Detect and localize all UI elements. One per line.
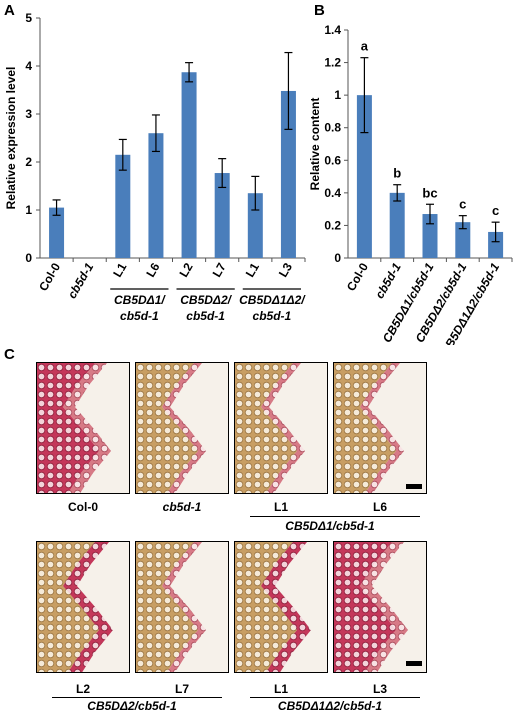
bar-b xyxy=(389,192,405,258)
y-axis-title-a: Relative expression level xyxy=(4,67,18,210)
micrograph-label-l2: L2 xyxy=(75,682,90,696)
y-tick-label-b: 0.6 xyxy=(324,153,341,167)
significance-letter-b: c xyxy=(492,203,499,218)
chart-b-content: 0 0.2 0.4 0.6 0.8 1 1.2 1.4 Relative content a Col… xyxy=(308,23,513,345)
group-line-row2a xyxy=(52,697,222,698)
micrograph-cb5d12-l1 xyxy=(234,541,328,673)
x-tick-label-a: L6 xyxy=(143,260,162,279)
micrograph-cb5d1-l1 xyxy=(234,362,328,494)
significance-letter-b: bc xyxy=(422,185,437,200)
bar-a xyxy=(115,154,131,258)
bar-a xyxy=(148,133,164,258)
micrograph-cb5d1-l6 xyxy=(333,362,427,494)
y-tick-label-b: 0.4 xyxy=(324,186,341,200)
y-tick-label-a: 5 xyxy=(25,11,32,25)
group-line-row1 xyxy=(250,516,420,517)
bar-b xyxy=(356,95,372,259)
group-label-a: cb5d-1 xyxy=(253,309,292,323)
panel-label-a: A xyxy=(4,2,15,19)
micrograph-label-col-0: Col-0 xyxy=(68,500,98,514)
panel-label-c: C xyxy=(4,346,15,363)
y-tick-label-b: 1.2 xyxy=(324,56,341,70)
x-tick-label-b: Col-0 xyxy=(344,260,371,293)
x-tick-label-a: cb5d-1 xyxy=(65,260,97,301)
significance-letter-b: b xyxy=(393,166,401,181)
y-tick-label-a: 0 xyxy=(25,251,32,265)
significance-letter-b: a xyxy=(361,39,369,54)
y-tick-label-a: 1 xyxy=(25,203,32,217)
bar-a xyxy=(49,207,65,258)
group-label-a: cb5d-1 xyxy=(186,309,225,323)
x-tick-label-a: L2 xyxy=(177,260,196,279)
x-tick-label-b: cb5d-1 xyxy=(372,260,404,301)
micrograph-label-l7: L7 xyxy=(174,682,189,696)
x-tick-label-a: L1 xyxy=(243,260,262,279)
bar-a xyxy=(181,72,197,259)
micrograph-label-cb5d-1: cb5d-1 xyxy=(162,500,202,514)
y-tick-label-b: 0 xyxy=(334,251,341,265)
micrograph-label-l6: L6 xyxy=(372,500,387,514)
micrograph-cb5d-1 xyxy=(135,362,229,494)
bar-b xyxy=(488,231,504,258)
group-label-row1: CB5DΔ1/cb5d-1 xyxy=(285,519,375,533)
group-line-row2b xyxy=(250,697,420,698)
y-tick-label-a: 3 xyxy=(25,107,32,121)
micrograph-label-l3: L3 xyxy=(372,682,387,696)
significance-letter-b: c xyxy=(459,197,466,212)
group-label-a: CB5DΔ1Δ2/ xyxy=(239,293,306,307)
x-tick-label-a: L1 xyxy=(110,260,129,279)
group-label-a: CB5DΔ2/ xyxy=(180,293,232,307)
y-tick-label-b: 1.4 xyxy=(324,23,341,37)
group-label-a: cb5d-1 xyxy=(120,309,159,323)
panel-label-b: B xyxy=(314,2,325,19)
y-tick-label-a: 4 xyxy=(25,59,32,73)
micrograph-label-l1b: L1 xyxy=(273,682,288,696)
scale-bar-row2 xyxy=(406,661,422,666)
micrograph-label-l1: L1 xyxy=(273,500,288,514)
y-tick-label-b: 0.8 xyxy=(324,121,341,135)
x-tick-label-a: L7 xyxy=(210,260,229,279)
bar-b xyxy=(455,222,471,258)
scale-bar-row1 xyxy=(406,484,422,489)
y-axis-title-b: Relative content xyxy=(308,98,322,191)
micrograph-col-0 xyxy=(36,362,130,494)
y-tick-label-a: 2 xyxy=(25,155,32,169)
group-label-row2a: CB5DΔ2/cb5d-1 xyxy=(87,699,177,713)
micrograph-cb5d12-l3 xyxy=(333,541,427,673)
y-tick-label-b: 0.2 xyxy=(324,218,341,232)
bar-a xyxy=(214,173,230,258)
group-label-row2b: CB5DΔ1Δ2/cb5d-1 xyxy=(277,699,383,713)
group-label-a: CB5DΔ1/ xyxy=(114,293,166,307)
x-tick-label-a: L3 xyxy=(276,260,295,279)
micrograph-cb5d2-l7 xyxy=(135,541,229,673)
x-tick-label-a: Col-0 xyxy=(36,260,63,293)
bar-b xyxy=(422,214,438,258)
y-tick-label-b: 1 xyxy=(334,88,341,102)
micrograph-cb5d2-l2 xyxy=(36,541,130,673)
bar-a xyxy=(280,90,296,259)
